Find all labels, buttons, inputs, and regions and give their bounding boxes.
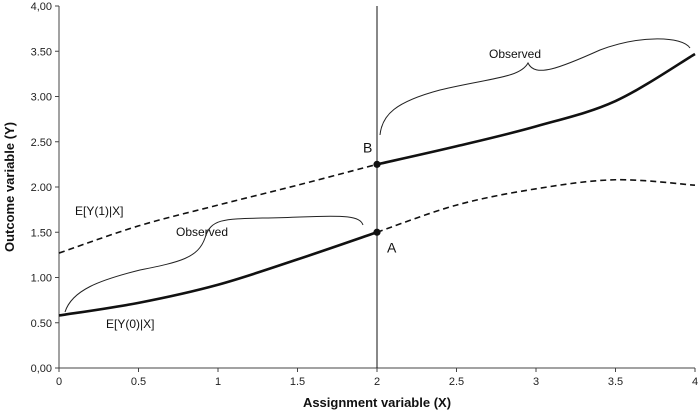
x-axis-title: Assignment variable (X) <box>303 395 451 410</box>
series-1-observed <box>376 52 696 166</box>
x-tick-label: 1 <box>215 376 221 388</box>
y-tick-label: 1.00 <box>31 273 52 285</box>
x-tick-label: 3 <box>533 376 539 388</box>
y-tick-label: 1.50 <box>31 227 52 239</box>
point-b <box>373 160 381 168</box>
series-0-observed <box>58 231 378 317</box>
observed-brace-left <box>64 215 364 313</box>
curves-group <box>58 52 696 317</box>
points-group: AB <box>363 139 397 255</box>
point-a <box>373 228 381 236</box>
y-tick-label: 3.00 <box>31 92 52 104</box>
observed-label-left: Observed <box>176 225 228 239</box>
observed-label-right: Observed <box>489 47 541 61</box>
y-tick-label: 4,00 <box>31 1 52 13</box>
x-tick-label: 2 <box>374 376 380 388</box>
series-label-y0: E[Y(0)|X] <box>106 317 154 331</box>
series-0-unobserved <box>376 178 696 234</box>
tick-group: 0 0.5 1 1.5 2 2.5 3 3.5 4 0,00 0.50 1.00 1.50 2.00 2.5… <box>31 1 698 388</box>
x-tick-label: 3.5 <box>608 376 623 388</box>
x-tick-label: 4 <box>692 376 698 388</box>
y-tick-label: 2.50 <box>31 137 52 149</box>
point-label-b: B <box>363 139 372 155</box>
y-tick-label: 0,00 <box>31 363 52 375</box>
point-label-a: A <box>387 239 397 255</box>
x-tick-label: 0.5 <box>131 376 146 388</box>
observed-brace-right <box>379 38 691 136</box>
x-tick-label: 1.5 <box>290 376 305 388</box>
y-tick-label: 3.50 <box>31 46 52 58</box>
series-label-y1: E[Y(1)|X] <box>75 204 123 218</box>
y-axis-title: Outcome variable (Y) <box>2 122 17 252</box>
series-1-unobserved <box>58 163 378 254</box>
x-tick-label: 0 <box>56 376 62 388</box>
y-tick-label: 0.50 <box>31 318 52 330</box>
x-tick-label: 2.5 <box>449 376 464 388</box>
y-tick-label: 2.00 <box>31 182 52 194</box>
